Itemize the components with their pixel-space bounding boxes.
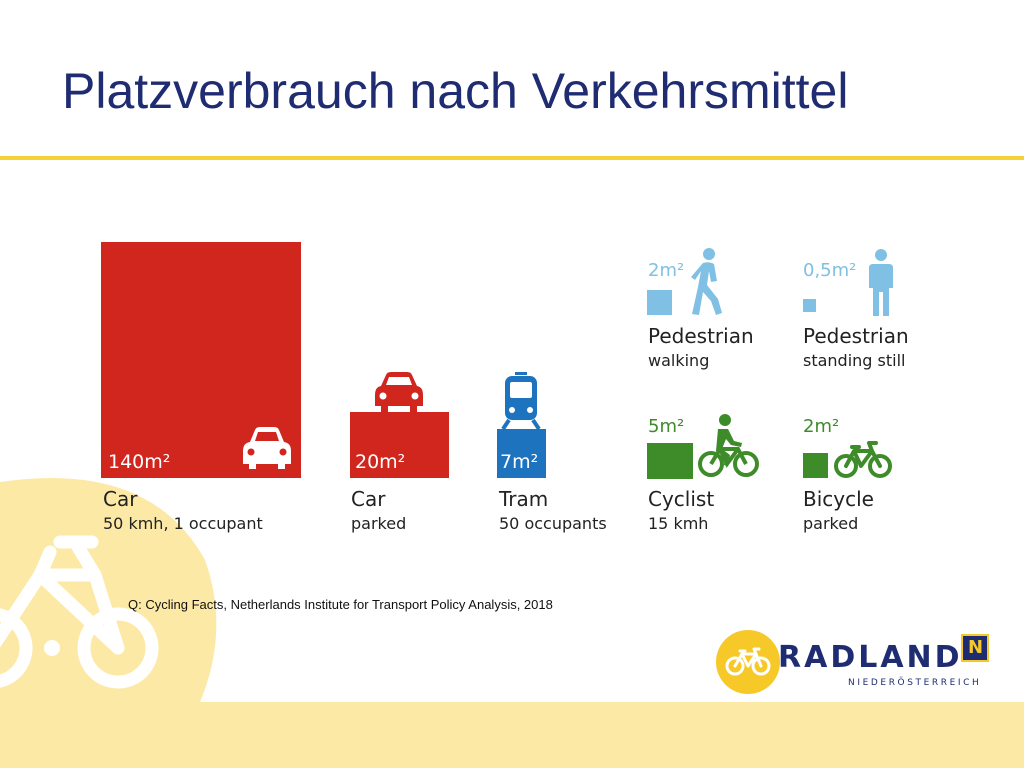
tram-area-square: [497, 429, 546, 478]
logo-bicycle-icon: [725, 647, 771, 676]
car-moving-name: Car: [103, 487, 138, 511]
bicycle-name: Bicycle: [803, 487, 874, 511]
walking-person-icon: [691, 248, 722, 315]
car-icon: [243, 427, 291, 469]
car-moving-area-label: 140m²: [108, 451, 171, 473]
cyclist-area-square: [647, 443, 693, 479]
logo-wordmark: RADLAND: [778, 640, 963, 675]
tram-detail: 50 occupants: [499, 514, 607, 533]
footer-band: [0, 702, 1024, 768]
bicycle-area-label: 2m²: [803, 416, 840, 437]
pedestrian-standing-area-square: [803, 299, 816, 312]
pedestrian-standing-detail: standing still: [803, 351, 906, 370]
car-parked-detail: parked: [351, 514, 407, 533]
logo-badge-letter: N: [968, 637, 984, 658]
car-parked-name: Car: [351, 487, 386, 511]
cyclist-icon: [698, 414, 759, 477]
cyclist-name: Cyclist: [648, 487, 715, 511]
logo-subtitle: NIEDERÖSTERREICH: [848, 678, 982, 688]
pedestrian-walking-detail: walking: [648, 351, 710, 370]
standing-person-icon: [869, 249, 893, 316]
logo-badge: N: [961, 634, 989, 662]
pedestrian-standing-area-label: 0,5m²: [803, 260, 857, 281]
radland-logo: RADLAND NIEDERÖSTERREICH N: [716, 628, 996, 698]
bicycle-area-square: [803, 453, 828, 478]
pedestrian-walking-area-label: 2m²: [648, 260, 685, 281]
pedestrian-walking-area-square: [647, 290, 672, 315]
bicycle-detail: parked: [803, 514, 859, 533]
car-front-icon: [375, 372, 423, 412]
source-citation: Q: Cycling Facts, Netherlands Institute …: [128, 597, 553, 612]
pedestrian-standing-name: Pedestrian: [803, 324, 909, 348]
title-underline: [0, 156, 1024, 160]
bicycle-icon: [834, 441, 892, 478]
slide-title: Platzverbrauch nach Verkehrsmittel: [62, 63, 849, 119]
cyclist-area-label: 5m²: [648, 416, 685, 437]
logo-circle: [716, 630, 780, 694]
car-parked-area-square: [350, 412, 449, 478]
car-moving-detail: 50 kmh, 1 occupant: [103, 514, 263, 533]
tram-name: Tram: [499, 487, 549, 511]
tram-icon: [501, 372, 541, 430]
cyclist-detail: 15 kmh: [648, 514, 709, 533]
car-parked-area-label: 20m²: [355, 451, 406, 473]
tram-area-label: 7m²: [500, 451, 539, 473]
background-bicycle-icon: [0, 478, 217, 702]
pedestrian-walking-name: Pedestrian: [648, 324, 754, 348]
